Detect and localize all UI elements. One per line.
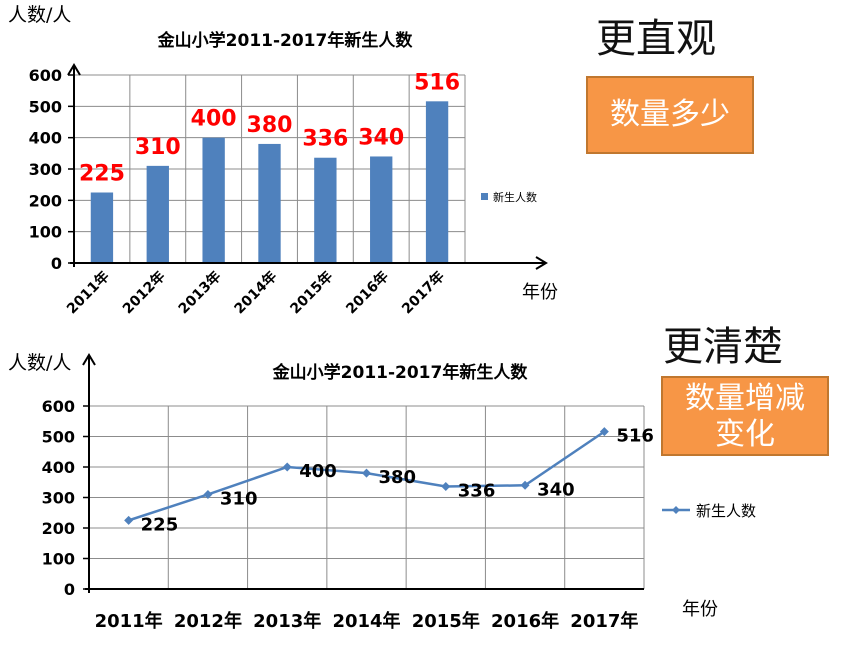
line-y-tick-label: 600 bbox=[42, 397, 75, 416]
bar bbox=[314, 157, 337, 263]
line-x-tick-label: 2015年 bbox=[412, 610, 480, 632]
line-point bbox=[520, 480, 530, 490]
bar-y-tick-label: 400 bbox=[29, 129, 62, 148]
line-y-tick-label: 200 bbox=[42, 519, 75, 538]
bar bbox=[370, 156, 393, 263]
bar-data-label: 310 bbox=[135, 135, 181, 160]
line-x-tick-label: 2016年 bbox=[491, 610, 559, 632]
line-x-tick-label: 2017年 bbox=[570, 610, 638, 632]
heading-clearer: 更清楚 bbox=[663, 324, 783, 370]
line-chart-legend: 新生人数 bbox=[662, 502, 756, 520]
line-chart-ylabel: 人数/人 bbox=[8, 352, 71, 374]
line-point bbox=[124, 515, 134, 525]
bar-data-label: 340 bbox=[358, 125, 404, 150]
line-y-tick-label: 400 bbox=[42, 458, 75, 477]
line-y-tick-label: 300 bbox=[42, 489, 75, 508]
bar-y-tick-label: 600 bbox=[29, 66, 62, 85]
line-x-tick-label: 2013年 bbox=[253, 610, 321, 632]
bar-chart-title: 金山小学2011-2017年新生人数 bbox=[157, 30, 414, 51]
heading-intuitive: 更直观 bbox=[596, 16, 716, 62]
bar bbox=[202, 137, 225, 263]
change-box-line1: 数量增减 bbox=[685, 381, 805, 416]
bar-legend-label: 新生人数 bbox=[493, 190, 537, 204]
line-chart-xlabel: 年份 bbox=[682, 599, 718, 620]
bar-y-tick-label: 100 bbox=[29, 223, 62, 242]
bar bbox=[425, 101, 449, 263]
bar-data-label: 400 bbox=[191, 107, 237, 132]
line-data-label: 380 bbox=[379, 467, 417, 488]
bar-data-label: 516 bbox=[414, 70, 460, 95]
quantity-box-text: 数量多少 bbox=[610, 97, 730, 132]
line-point bbox=[441, 482, 451, 492]
line-legend-marker bbox=[672, 506, 680, 514]
bar-y-tick-label: 0 bbox=[51, 254, 62, 273]
line-x-tick-label: 2014年 bbox=[332, 610, 400, 632]
line-point bbox=[362, 468, 371, 478]
bar-chart-legend: 新生人数 bbox=[481, 190, 537, 204]
bar bbox=[146, 165, 169, 263]
change-box-line2: 变化 bbox=[715, 417, 775, 452]
bar-y-axis-arrow bbox=[67, 63, 81, 76]
bar-legend-swatch bbox=[481, 193, 488, 200]
bar-y-tick-label: 500 bbox=[29, 97, 62, 116]
line-point bbox=[282, 462, 292, 472]
bar-data-label: 225 bbox=[79, 162, 125, 187]
line-point bbox=[599, 427, 609, 437]
line-point bbox=[203, 489, 213, 499]
line-y-tick-label: 0 bbox=[64, 580, 75, 599]
line-x-tick-label: 2012年 bbox=[174, 610, 242, 632]
line-data-label: 336 bbox=[458, 481, 496, 502]
line-data-label: 225 bbox=[141, 514, 179, 535]
line-data-label: 516 bbox=[616, 426, 654, 447]
bar-chart-xlabel: 年份 bbox=[522, 282, 558, 303]
line-y-tick-label: 500 bbox=[42, 428, 75, 447]
line-y-tick-label: 100 bbox=[42, 550, 75, 569]
bar-chart-ylabel: 人数/人 bbox=[8, 4, 71, 26]
quantity-box: 数量多少 bbox=[586, 76, 754, 154]
line-data-label: 400 bbox=[299, 461, 337, 482]
bar bbox=[258, 143, 281, 263]
line-y-axis-arrow bbox=[82, 353, 96, 366]
line-x-tick-label: 2011年 bbox=[95, 610, 163, 632]
line-legend-label: 新生人数 bbox=[696, 502, 756, 520]
bar-x-axis-arrow bbox=[535, 256, 548, 270]
line-data-label: 340 bbox=[537, 479, 575, 500]
bar-y-tick-label: 200 bbox=[29, 191, 62, 210]
line-data-label: 310 bbox=[220, 488, 258, 509]
bar-data-label: 336 bbox=[302, 127, 348, 152]
bar-y-tick-label: 300 bbox=[29, 160, 62, 179]
bar-data-label: 380 bbox=[247, 113, 293, 138]
bar bbox=[90, 192, 114, 263]
change-box: 数量增减 变化 bbox=[661, 376, 829, 456]
line-chart-title: 金山小学2011-2017年新生人数 bbox=[272, 362, 529, 383]
